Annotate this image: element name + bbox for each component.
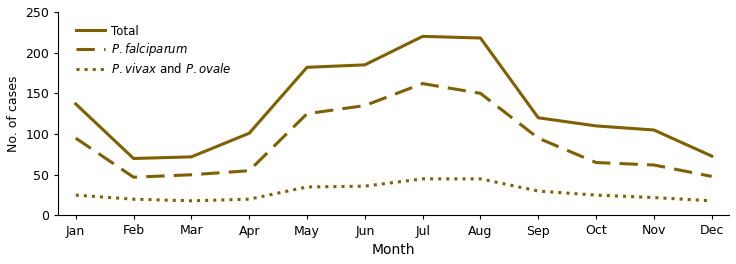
P. falciparum: [71, 136, 80, 140]
P. vivax and P. ovale: [71, 194, 80, 197]
P. vivax and P. ovale: [129, 198, 138, 201]
Total: [71, 102, 80, 106]
Total: [129, 157, 138, 160]
P. falciparum: [707, 175, 716, 178]
P. vivax and P. ovale: [187, 199, 196, 202]
P. falciparum: [302, 112, 311, 115]
Y-axis label: No. of cases: No. of cases: [7, 76, 20, 152]
Total: [245, 132, 254, 135]
P. falciparum: [476, 92, 485, 95]
Total: [187, 155, 196, 158]
P. vivax and P. ovale: [302, 185, 311, 188]
P. falciparum: [418, 82, 427, 85]
Total: [418, 35, 427, 38]
P. vivax and P. ovale: [361, 185, 369, 188]
Total: [302, 66, 311, 69]
P. falciparum: [187, 173, 196, 176]
Total: [707, 154, 716, 158]
X-axis label: Month: Month: [372, 243, 416, 257]
P. falciparum: [129, 176, 138, 179]
P. vivax and P. ovale: [476, 177, 485, 180]
P. falciparum: [534, 136, 542, 140]
Line: P. vivax and P. ovale: P. vivax and P. ovale: [76, 179, 712, 201]
P. falciparum: [592, 161, 601, 164]
Total: [649, 128, 658, 131]
P. vivax and P. ovale: [418, 177, 427, 180]
P. vivax and P. ovale: [534, 190, 542, 193]
P. vivax and P. ovale: [245, 198, 254, 201]
Legend: Total, $\it{P. falciparum}$, $\it{P. vivax}$ and $\it{P. ovale}$: Total, $\it{P. falciparum}$, $\it{P. viv…: [71, 20, 236, 81]
Line: P. falciparum: P. falciparum: [76, 84, 712, 177]
P. vivax and P. ovale: [649, 196, 658, 199]
Total: [361, 63, 369, 67]
P. falciparum: [649, 163, 658, 167]
Total: [592, 124, 601, 128]
P. falciparum: [361, 104, 369, 107]
P. falciparum: [245, 169, 254, 172]
Line: Total: Total: [76, 36, 712, 158]
P. vivax and P. ovale: [592, 194, 601, 197]
Total: [476, 36, 485, 40]
P. vivax and P. ovale: [707, 199, 716, 202]
Total: [534, 116, 542, 119]
